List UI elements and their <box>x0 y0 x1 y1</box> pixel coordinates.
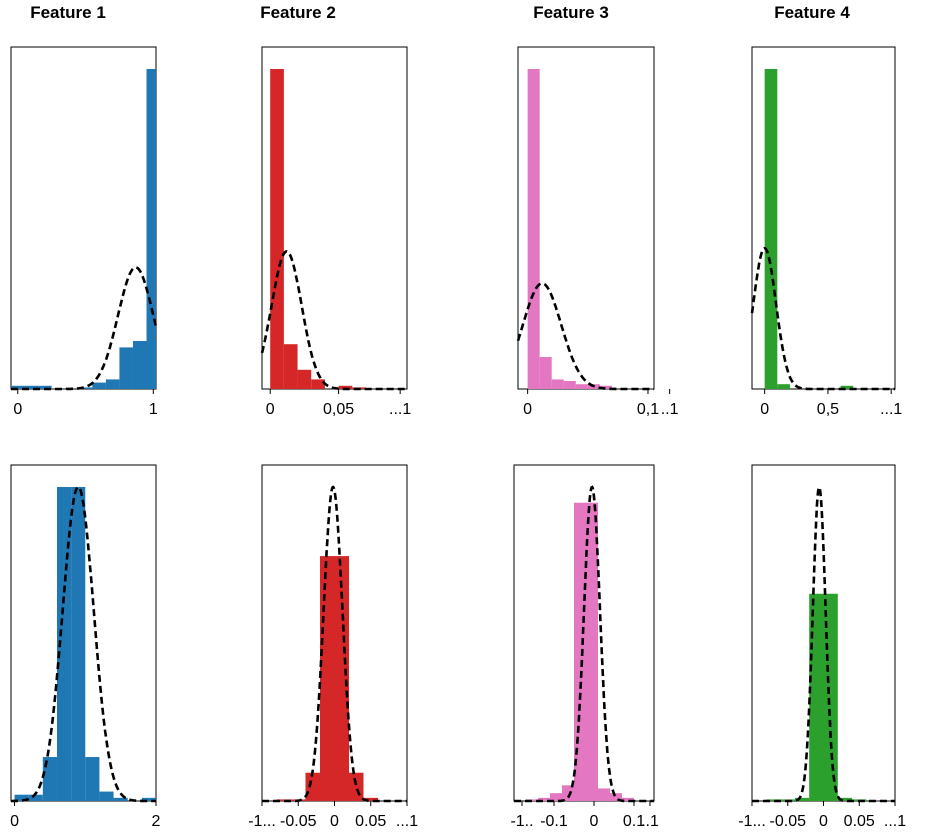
histogram-bar <box>574 502 586 801</box>
x-tick-label: 0 <box>13 401 22 418</box>
x-tick-label: 0 <box>590 813 599 830</box>
x-tick-label: 0.05 <box>355 813 386 830</box>
histogram-bar <box>598 788 610 801</box>
histogram-bar <box>563 381 576 389</box>
x-tick-label: 0,1 <box>637 401 659 418</box>
fit-curve <box>260 250 407 391</box>
histogram-bar <box>276 799 291 801</box>
histogram-bar <box>14 794 29 801</box>
histogram-bar <box>622 797 634 801</box>
x-tick-label: ...1 <box>884 813 906 830</box>
histogram-bar <box>24 385 39 389</box>
histogram-bar <box>99 791 114 801</box>
histogram-bar <box>363 797 378 801</box>
histogram-bar <box>38 385 52 389</box>
histogram-bar <box>141 797 156 801</box>
histogram-bar <box>338 385 353 389</box>
x-tick-label: 0 <box>760 401 769 418</box>
histogram-bar <box>538 797 550 801</box>
histogram-bar <box>777 384 790 389</box>
histogram-bar <box>586 502 598 801</box>
histogram-bar <box>92 382 106 389</box>
x-tick-label: 0,5 <box>817 401 839 418</box>
fit-curve <box>750 246 895 391</box>
histogram-bar <box>349 772 364 801</box>
histogram-bar <box>837 797 853 801</box>
feature-4-title: Feature 4 <box>774 3 850 22</box>
x-tick-label: 0,05 <box>323 401 354 418</box>
histogram-bar <box>132 341 147 389</box>
feature-1-title: Feature 1 <box>30 3 106 22</box>
histogram-bar <box>146 69 156 389</box>
histogram-bar <box>840 385 854 389</box>
x-tick-label: ...1 <box>389 401 411 418</box>
fit-curve <box>752 484 895 803</box>
fit-curve <box>11 485 156 803</box>
histogram-bar <box>539 357 552 389</box>
histogram-bar <box>283 344 298 389</box>
x-tick-label: -1.. <box>510 813 533 830</box>
histogram-bar <box>766 799 781 801</box>
histogram-bar <box>119 347 133 389</box>
feature-2-title: Feature 2 <box>260 3 336 22</box>
x-tick-label: 0 <box>523 401 532 418</box>
histogram-bar <box>599 385 612 389</box>
histogram-panel-2: 0 0,05 ...1 <box>260 46 411 418</box>
x-tick-label: 0 <box>10 813 19 830</box>
histogram-panel-6: -1... -0.05 0 0.05 ...1 <box>248 464 418 830</box>
x-tick-label: ...1 <box>396 813 418 830</box>
histogram-bar <box>11 385 25 389</box>
x-tick-label: -0.05 <box>280 813 317 830</box>
histogram-bar <box>550 793 562 801</box>
histogram-bar <box>764 69 778 389</box>
histogram-bar <box>270 69 284 389</box>
histogram-bar <box>305 772 320 801</box>
x-tick-label: 0 <box>266 401 275 418</box>
x-tick-label: ..1 <box>661 401 679 418</box>
histogram-bar <box>527 69 540 389</box>
histogram-bar <box>297 369 312 389</box>
histogram-bar <box>28 794 43 801</box>
histogram-bar <box>794 797 810 801</box>
plot-frame <box>10 46 157 390</box>
histogram-panel-7: -1.. -0.1 0 0.1..1 <box>510 464 659 830</box>
x-tick-label: 0.1 <box>623 813 645 830</box>
x-tick-label: 1 <box>149 401 158 418</box>
histogram-bar <box>320 556 335 801</box>
fit-curve <box>514 485 654 803</box>
x-tick-label: ...1 <box>880 401 902 418</box>
histogram-bar <box>575 384 588 389</box>
histogram-panel-3: 0 0,1 ..1 <box>516 46 679 418</box>
x-tick-label: -1... <box>248 813 276 830</box>
histogram-bar <box>85 757 100 801</box>
histogram-bar <box>78 387 93 389</box>
x-tick-label: 0 <box>330 813 339 830</box>
histogram-bar <box>311 379 325 389</box>
fit-curve <box>262 485 407 803</box>
x-tick-label: ..1 <box>641 813 659 830</box>
feature-3-title: Feature 3 <box>533 3 609 22</box>
histogram-bar <box>105 379 120 389</box>
histogram-panel-4: 0 0,5 ...1 <box>750 46 902 418</box>
x-tick-label: -1... <box>738 813 766 830</box>
x-tick-label: 0.05 <box>844 813 875 830</box>
histogram-bar <box>42 757 57 801</box>
histogram-bar <box>562 785 574 801</box>
x-tick-label: 0 <box>819 813 828 830</box>
x-tick-label: -0.1 <box>540 813 568 830</box>
histogram-bar <box>334 556 349 801</box>
histogram-panel-8: -1... -0.05 0 0.05 ...1 <box>738 464 906 830</box>
histogram-bar <box>113 797 128 801</box>
histogram-bar <box>610 793 622 801</box>
x-tick-label: 2 <box>152 813 161 830</box>
x-tick-label: -0.05 <box>770 813 807 830</box>
histogram-bar <box>551 379 564 389</box>
histogram-bar <box>71 487 86 801</box>
fit-curve <box>11 266 158 391</box>
